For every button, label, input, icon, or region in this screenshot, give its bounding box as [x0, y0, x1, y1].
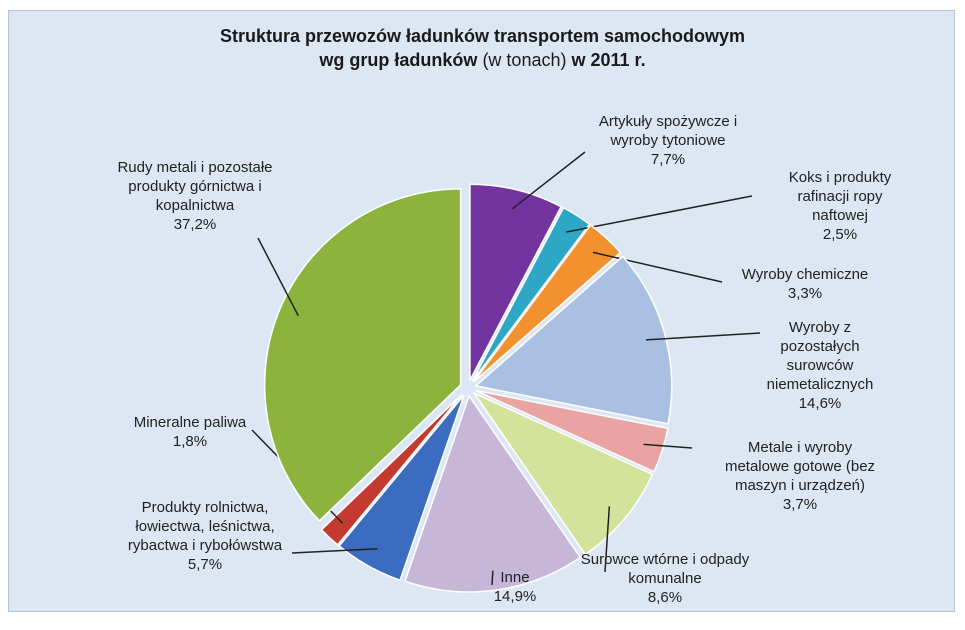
pie-slice — [471, 206, 591, 382]
leader-line — [645, 332, 761, 341]
category-label: Inne — [500, 569, 530, 586]
pie-slice — [404, 394, 582, 593]
slice-label: Produkty rolnictwa, łowiectwa, leśnictwa… — [110, 498, 300, 574]
pie-slice — [338, 394, 465, 582]
pie-slice — [471, 391, 654, 556]
slice-label: Inne 14,9% — [485, 568, 545, 606]
pie-slice — [469, 183, 563, 381]
category-label: Artykuły spożywcze i wyroby tytoniowe — [598, 113, 738, 149]
value-label: 5,7% — [187, 556, 223, 573]
slice-label: Wyroby chemiczne 3,3% — [715, 265, 895, 303]
value-label: 2,5% — [822, 226, 858, 243]
value-label: 14,9% — [493, 588, 537, 605]
value-label: 3,3% — [787, 285, 823, 302]
category-label: Wyroby chemiczne — [741, 266, 869, 283]
leader-line — [257, 237, 299, 317]
pie-slice — [474, 255, 673, 425]
slice-label: Surowce wtórne i odpady komunalne 8,6% — [580, 550, 750, 607]
category-label: Wyroby z pozostałych surowców niemetalic… — [766, 319, 874, 393]
leader-line — [566, 195, 753, 233]
slice-label: Mineralne paliwa 1,8% — [115, 413, 265, 451]
leader-line — [291, 547, 378, 554]
slice-label: Rudy metali i pozostałe produkty górnict… — [115, 158, 275, 234]
value-label: 7,7% — [650, 151, 686, 168]
value-label: 1,8% — [172, 433, 208, 450]
value-label: 8,6% — [647, 589, 683, 606]
category-label: Surowce wtórne i odpady komunalne — [580, 551, 750, 587]
category-label: Produkty rolnictwa, łowiectwa, leśnictwa… — [127, 499, 283, 554]
value-label: 37,2% — [173, 216, 217, 233]
pie-slice — [475, 389, 669, 473]
slice-label: Artykuły spożywcze i wyroby tytoniowe 7,7… — [573, 112, 763, 169]
chart-title: Struktura przewozów ładunków transportem… — [0, 24, 965, 72]
leader-line — [592, 251, 723, 283]
slice-label: Metale i wyroby metalowe gotowe (bez mas… — [720, 438, 880, 514]
pie-slice — [263, 188, 462, 522]
leader-line — [643, 443, 693, 449]
category-label: Koks i produkty rafinacji ropy naftowej — [788, 169, 892, 224]
title-line: Struktura przewozów ładunków transportem… — [219, 26, 746, 46]
leader-line — [511, 151, 586, 210]
value-label: 3,7% — [782, 496, 818, 513]
title-part: wg grup ładunków — [319, 50, 478, 70]
title-note: (w tonach) — [482, 50, 567, 70]
category-label: Mineralne paliwa — [133, 414, 247, 431]
slice-label: Wyroby z pozostałych surowców niemetalic… — [755, 318, 885, 413]
leader-line — [604, 506, 611, 573]
title-line: wg grup ładunków (w tonach) w 2011 r. — [0, 48, 965, 72]
slice-label: Koks i produkty rafinacji ropy naftowej 2… — [770, 168, 910, 244]
pie-slice — [472, 223, 622, 383]
category-label: Metale i wyroby metalowe gotowe (bez mas… — [724, 439, 876, 494]
category-label: Rudy metali i pozostałe produkty górnict… — [117, 159, 273, 214]
value-label: 14,6% — [798, 395, 842, 412]
title-part: w 2011 r. — [571, 50, 646, 70]
pie-slice — [320, 393, 464, 546]
leader-line — [491, 570, 494, 586]
